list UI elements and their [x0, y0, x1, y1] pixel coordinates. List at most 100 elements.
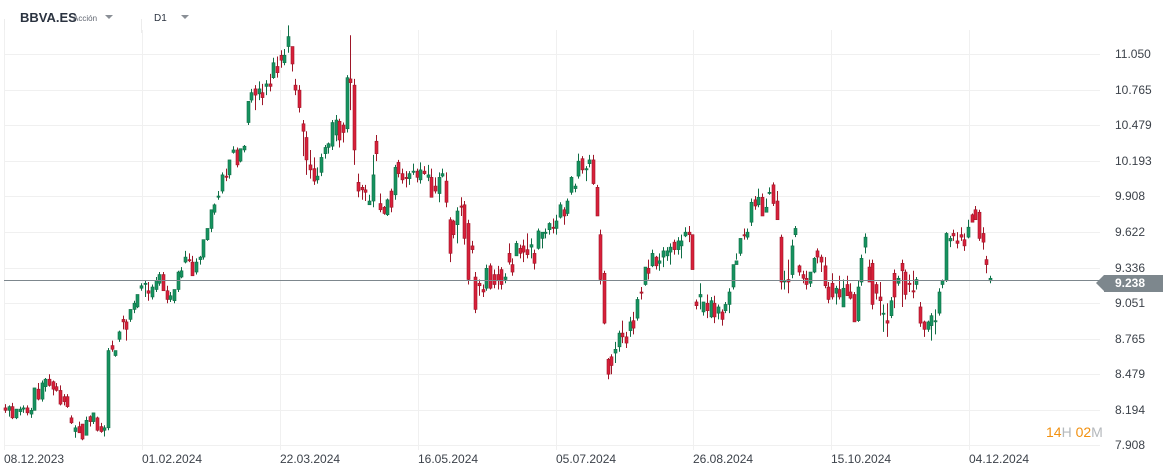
candle-up — [926, 320, 931, 332]
candle-down — [911, 270, 916, 299]
candle-up — [238, 148, 243, 163]
candle-up — [668, 243, 673, 265]
symbol-caret-down-icon[interactable] — [105, 15, 113, 19]
candle-up — [665, 247, 670, 261]
candle-down — [348, 35, 353, 111]
candle-up — [257, 81, 262, 101]
candle-down — [360, 184, 365, 200]
candle-down — [532, 249, 537, 270]
candle-up — [371, 154, 376, 208]
candle-up — [587, 154, 592, 168]
candle-up — [863, 233, 868, 254]
candle-up — [808, 271, 813, 288]
candle-up — [212, 203, 217, 215]
candle-down — [253, 85, 258, 111]
candle-down — [268, 73, 273, 92]
symbol-label[interactable]: BBVA.ES — [20, 10, 77, 25]
candle-up — [543, 228, 548, 239]
candle-down — [687, 225, 692, 243]
candle-down — [378, 193, 383, 213]
candle-up — [683, 227, 688, 238]
candle-up — [286, 25, 291, 53]
candle-down — [51, 380, 56, 396]
date-tick-label: 26.08.2024 — [693, 452, 754, 466]
candle-down — [47, 374, 52, 387]
candle-down — [187, 253, 192, 263]
candle-up — [418, 162, 423, 184]
candle-down — [845, 275, 850, 297]
candle-down — [837, 275, 842, 300]
candle-down — [470, 240, 475, 254]
candle-up — [558, 202, 563, 219]
candle-up — [650, 249, 655, 268]
candle-countdown: 14H 02M — [1046, 424, 1103, 440]
candle-up — [150, 284, 155, 300]
candle-up — [793, 225, 798, 238]
candle-down — [507, 243, 512, 265]
candle-down — [146, 282, 151, 301]
candle-up — [139, 283, 144, 291]
candle-up — [21, 405, 26, 413]
candle-up — [132, 300, 137, 314]
candle-down — [473, 272, 478, 314]
price-tick-label: 9.908 — [1115, 188, 1146, 203]
candle-up — [745, 228, 750, 240]
candle-down — [771, 182, 776, 207]
candle-up — [455, 207, 460, 244]
candle-down — [848, 283, 853, 300]
candle-down — [620, 320, 625, 344]
candle-down — [639, 287, 644, 300]
candle-up — [727, 288, 732, 314]
candle-down — [521, 239, 526, 263]
candle-down — [867, 259, 872, 283]
candle-down — [341, 122, 346, 143]
candle-down — [224, 168, 229, 182]
candle-up — [569, 176, 574, 195]
timeframe-caret-down-icon[interactable] — [181, 15, 189, 19]
candle-down — [775, 191, 780, 221]
candle-up — [540, 231, 545, 249]
candle-up — [246, 101, 251, 126]
candle-down — [444, 172, 449, 208]
candle-up — [576, 153, 581, 179]
candle-down — [694, 299, 699, 310]
candle-up — [701, 301, 706, 316]
candle-down — [830, 273, 835, 300]
candle-down — [970, 213, 975, 223]
candle-down — [275, 56, 280, 78]
candlestick-chart[interactable] — [0, 0, 1100, 476]
candle-down — [352, 78, 357, 165]
candle-down — [62, 394, 67, 406]
candle-down — [429, 168, 434, 198]
candle-down — [631, 311, 636, 335]
candle-up — [128, 309, 133, 322]
candle-down — [308, 149, 313, 179]
candle-down — [690, 234, 695, 270]
header-divider — [4, 19, 5, 33]
candle-down — [235, 147, 240, 168]
candle-up — [738, 238, 743, 256]
candle-up — [194, 258, 199, 275]
candle-up — [889, 296, 894, 319]
candle-up — [385, 198, 390, 216]
candle-up — [43, 377, 48, 392]
candle-up — [282, 49, 287, 66]
candle-up — [643, 266, 648, 286]
candle-up — [790, 239, 795, 279]
candle-up — [856, 280, 861, 322]
candle-up — [179, 267, 184, 279]
timeframe-selector[interactable]: D1 — [154, 13, 167, 24]
candle-down — [466, 219, 471, 285]
candle-up — [183, 250, 188, 264]
countdown-hours-unit: H — [1061, 424, 1072, 440]
candle-up — [716, 304, 721, 320]
candle-up — [73, 425, 78, 438]
candle-down — [3, 404, 8, 413]
candle-down — [892, 269, 897, 309]
candle-up — [628, 316, 633, 337]
candle-down — [451, 219, 456, 239]
candle-down — [903, 269, 908, 300]
candle-down — [981, 227, 986, 250]
candle-down — [496, 265, 501, 290]
candle-down — [481, 284, 486, 297]
